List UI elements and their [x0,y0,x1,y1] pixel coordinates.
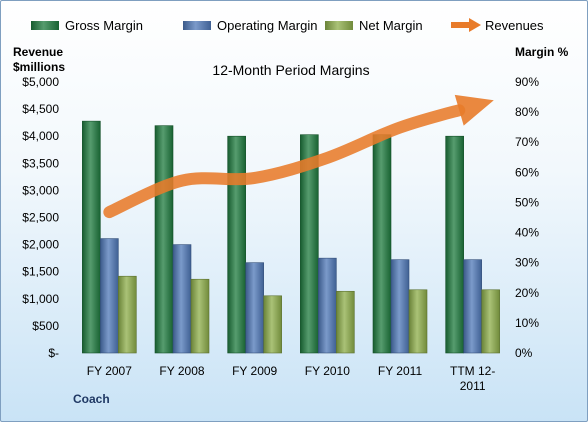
bar-operating-margin [318,257,337,354]
bar-gross-margin [82,120,101,354]
x-tick-label: 2011 [460,379,486,393]
left-tick-label: $2,000 [22,238,59,252]
left-tick-label: $1,000 [22,292,59,306]
bar-net-margin [263,295,282,354]
left-tick-label: $3,000 [22,183,59,197]
x-tick-label: FY 2008 [159,364,204,378]
legend-arrowhead-revenues [469,18,481,32]
right-tick-label: 60% [515,165,539,179]
x-tick-label: TTM 12- [450,364,495,378]
right-tick-label: 0% [515,346,533,360]
left-tick-label: $4,500 [22,102,59,116]
revenue-arrowhead [454,94,494,126]
left-tick-label: $1,500 [22,265,59,279]
bar-net-margin [481,289,500,354]
bar-gross-margin [300,134,319,354]
bar-net-margin [408,289,428,354]
bar-net-margin [336,290,355,354]
x-tick-label: FY 2007 [87,364,132,378]
chart-title: 12-Month Period Margins [212,62,369,78]
right-tick-label: 50% [515,195,539,209]
bar-operating-margin [172,244,192,354]
bar-operating-margin [245,262,264,354]
right-tick-label: 90% [515,75,539,89]
right-axis-title: Margin % [515,45,569,59]
right-tick-label: 20% [515,286,539,300]
left-tick-label: $2,500 [22,211,59,225]
legend-label-net-margin: Net Margin [359,18,423,33]
legend-label-gross-margin: Gross Margin [65,18,143,33]
right-tick-label: 80% [515,105,539,119]
legend-swatch-net-margin [325,21,353,30]
left-axis-title-line2: $millions [13,60,65,74]
right-tick-label: 30% [515,256,539,270]
x-tick-label: FY 2010 [305,364,350,378]
company-label: Coach [73,392,110,406]
bar-gross-margin [154,125,174,354]
right-tick-label: 10% [515,316,539,330]
bar-net-margin [190,278,210,354]
left-tick-label: $500 [32,319,59,333]
revenue-arrow-line [103,104,466,219]
left-tick-label: $3,500 [22,156,59,170]
left-tick-label: $5,000 [22,75,59,89]
right-tick-label: 40% [515,226,539,240]
bar-operating-margin [390,259,410,354]
legend-swatch-gross-margin [31,21,59,30]
bar-operating-margin [463,259,482,354]
legend-swatch-operating-margin [183,21,211,30]
legend-label-operating-margin: Operating Margin [217,18,317,33]
legend-label-revenues: Revenues [485,18,544,33]
left-axis-title: Revenue [13,45,63,59]
bar-gross-margin [445,135,464,354]
x-tick-label: FY 2009 [232,364,277,378]
right-tick-label: 70% [515,135,539,149]
x-tick-label: FY 2011 [378,364,423,378]
bar-operating-margin [100,238,119,354]
left-tick-label: $- [48,346,59,360]
bar-gross-margin [227,135,246,354]
left-tick-label: $4,000 [22,129,59,143]
bar-gross-margin [372,134,392,354]
bar-net-margin [118,275,137,354]
